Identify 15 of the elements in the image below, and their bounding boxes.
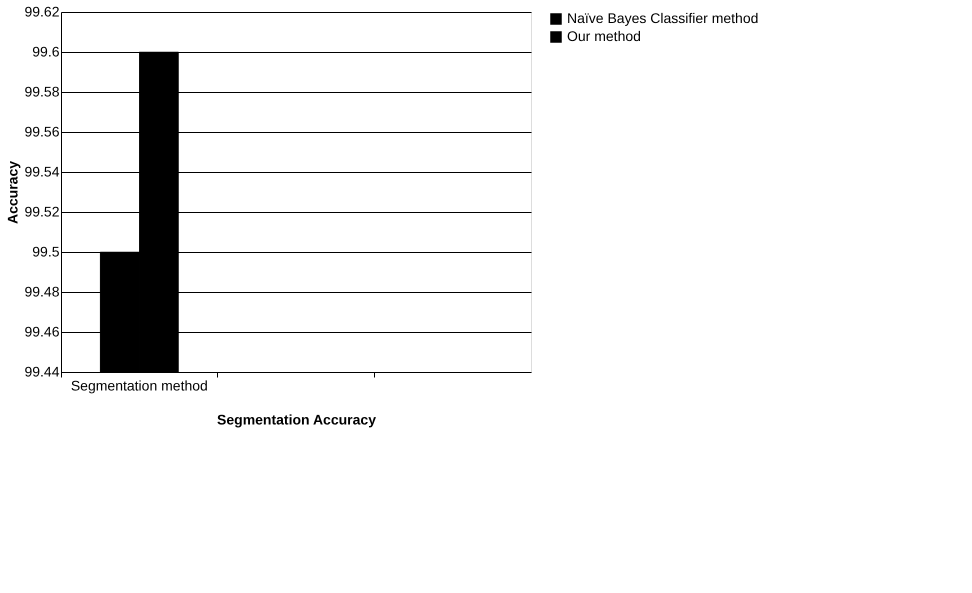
legend-label: Naïve Bayes Classifier method (567, 10, 758, 26)
y-tick-label: 99.46 (24, 324, 60, 340)
y-tick-label: 99.5 (32, 244, 60, 260)
x-axis-title: Segmentation Accuracy (217, 412, 376, 428)
y-tick-label: 99.6 (32, 44, 60, 60)
y-tick-label: 99.52 (24, 204, 60, 220)
y-axis-title: Accuracy (4, 160, 20, 224)
y-tick-label: 99.44 (24, 364, 60, 380)
x-tick-label: Segmentation method (70, 378, 208, 394)
y-tick-label: 99.48 (24, 284, 60, 300)
y-tick-label: 99.62 (24, 4, 60, 20)
legend-label: Our method (567, 28, 641, 44)
y-tick-label: 99.58 (24, 84, 60, 100)
y-tick-label: 99.54 (24, 164, 60, 180)
y-tick-label: 99.56 (24, 124, 60, 140)
